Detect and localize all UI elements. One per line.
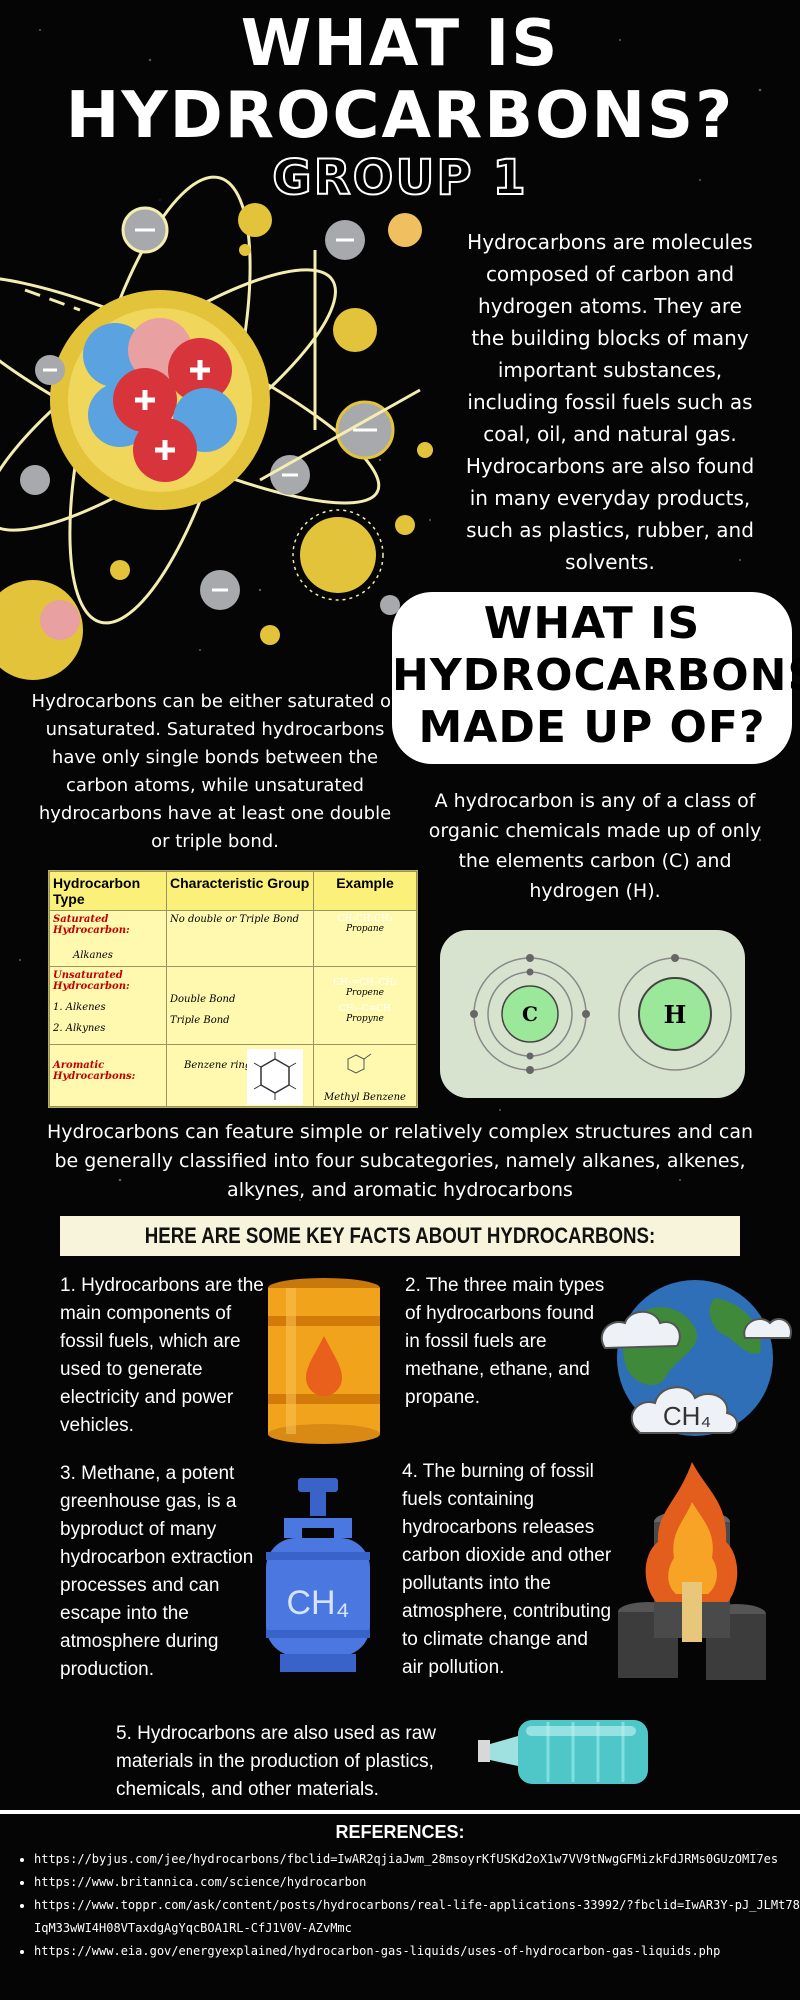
fact-4: 4. The burning of fossil fuels containin… <box>402 1461 612 1678</box>
row-subtype: Alkanes <box>73 950 113 961</box>
reference-link[interactable]: https://www.britannica.com/science/hydro… <box>34 1871 800 1894</box>
table-header-group: Characteristic Group <box>166 871 314 911</box>
row-example-formula: CH₃–C≡CH <box>338 1004 391 1014</box>
hydrogen-atom-icon: H <box>618 954 732 1071</box>
carbon-symbol: C <box>522 1002 538 1026</box>
electron-particles <box>20 206 400 615</box>
row-group: No double or Triple Bond <box>166 910 314 967</box>
row-type: Saturated Hydrocarbon: <box>53 914 130 936</box>
reference-link[interactable]: https://byjus.com/jee/hydrocarbons/fbcli… <box>34 1848 800 1871</box>
row-example-name: Methyl Benzene <box>324 1092 406 1103</box>
hydrocarbon-table: Hydrocarbon Type Characteristic Group Ex… <box>48 870 418 1108</box>
reference-link[interactable]: https://www.toppr.com/ask/content/posts/… <box>34 1894 800 1940</box>
atom-illustration <box>0 175 433 680</box>
methyl-benzene-icon <box>347 1053 372 1074</box>
row-subtype: 2. Alkynes <box>53 1023 106 1034</box>
row-subtype: 1. Alkenes <box>53 1002 106 1013</box>
row-group: Benzene ring <box>184 1060 252 1071</box>
heading-bubble <box>392 592 792 764</box>
reference-link[interactable]: https://www.eia.gov/energyexplained/hydr… <box>34 1940 800 1963</box>
benzene-ring-icon <box>247 1049 303 1105</box>
earth-ch4-label: CH₄ <box>663 1401 711 1431</box>
references-title: REFERENCES: <box>335 1822 465 1842</box>
table-header-example: Example <box>313 871 417 911</box>
group-label: GROUP 1 <box>271 149 528 207</box>
row-example-formula: CH₃CH₂CH₃ <box>337 914 393 924</box>
row-example-name: Propane <box>345 924 385 934</box>
earth-methane-icon: CH₄ <box>600 1280 792 1436</box>
fact-2: 2. The three main types of hydrocarbons … <box>405 1275 605 1408</box>
table-row: Saturated Hydrocarbon: Alkanes No double… <box>49 910 417 967</box>
fact-1: 1. Hydrocarbons are the main components … <box>60 1275 264 1436</box>
table-header-type: Hydrocarbon Type <box>49 871 167 911</box>
table-row: Aromatic Hydrocarbons: Benzene ring Meth… <box>49 1044 417 1107</box>
plastic-bottle-icon <box>478 1720 648 1784</box>
row-group: Triple Bond <box>170 1015 230 1026</box>
gas-tank-icon: CH₄ <box>266 1478 370 1672</box>
yellow-planets <box>0 203 433 680</box>
burning-barrels-icon <box>618 1462 766 1680</box>
table-row: Unsaturated Hydrocarbon: 1. Alkenes 2. A… <box>49 966 417 1045</box>
tank-ch4-label: CH₄ <box>287 1584 350 1622</box>
main-title-line2: HYDROCARBONS? <box>65 79 735 153</box>
saturated-paragraph: Hydrocarbons can be either saturated or … <box>31 691 399 852</box>
row-group: Double Bond <box>170 994 236 1005</box>
row-type: Unsaturated Hydrocarbon: <box>53 970 130 992</box>
references-list: https://byjus.com/jee/hydrocarbons/fbcli… <box>14 1848 800 1963</box>
intro-paragraph: Hydrocarbons are molecules composed of c… <box>465 230 755 574</box>
row-example-formula: CH₂=CH–CH₃ <box>333 978 397 988</box>
hydrogen-symbol: H <box>664 1000 687 1029</box>
references-divider <box>0 1810 800 1814</box>
carbon-atom-icon: C <box>470 954 590 1074</box>
row-type: Aromatic Hydrocarbons: <box>53 1060 136 1082</box>
structures-paragraph: Hydrocarbons can feature simple or relat… <box>46 1121 754 1201</box>
fact-5: 5. Hydrocarbons are also used as raw mat… <box>116 1723 436 1800</box>
made-up-of-line1: WHAT IS <box>483 598 701 649</box>
main-title-line1: WHAT IS <box>240 7 560 81</box>
oil-barrel-icon <box>268 1278 380 1444</box>
atom-models-panel: C H <box>440 930 745 1098</box>
row-example-name: Propene <box>346 988 384 998</box>
nucleus <box>83 318 237 482</box>
made-up-of-line2: HYDROCARBONS <box>392 650 800 701</box>
made-up-of-line3: MADE UP OF? <box>418 702 766 753</box>
key-facts-heading: HERE ARE SOME KEY FACTS ABOUT HYDROCARBO… <box>60 1216 740 1256</box>
row-example-name: Propyne <box>346 1014 384 1024</box>
definition-paragraph: A hydrocarbon is any of a class of organ… <box>428 790 762 902</box>
fact-3: 3. Methane, a potent greenhouse gas, is … <box>60 1463 254 1680</box>
made-up-of-heading: WHAT IS HYDROCARBONS MADE UP OF? <box>392 598 800 754</box>
